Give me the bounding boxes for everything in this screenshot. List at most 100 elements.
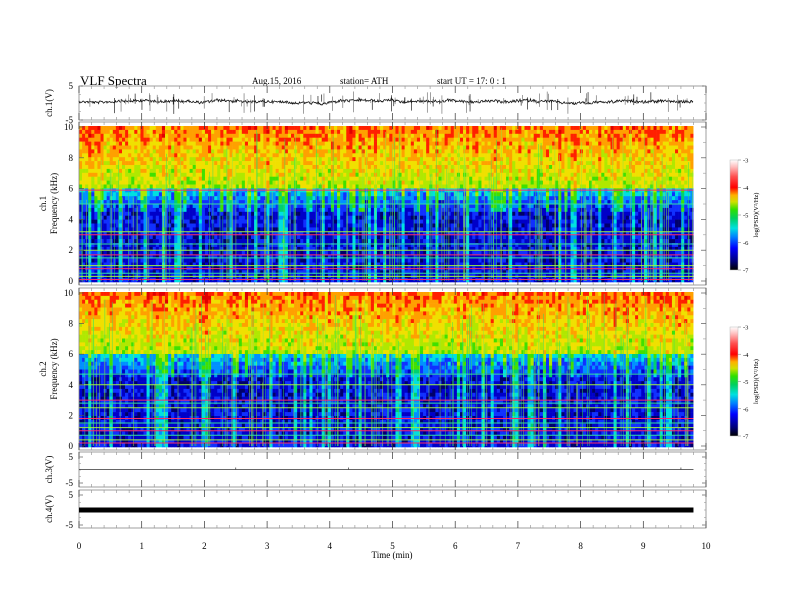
heatmap-cell	[290, 145, 295, 150]
heatmap-cell	[272, 231, 276, 236]
heatmap-cell	[355, 227, 359, 232]
heatmap-cell	[109, 141, 114, 146]
heatmap-cell	[278, 137, 283, 142]
heatmap-cell	[177, 153, 181, 158]
heatmap-cell	[201, 211, 206, 216]
heatmap-cell	[198, 231, 203, 236]
heatmap-cell	[358, 137, 362, 142]
heatmap-cell	[155, 215, 160, 220]
heatmap-cell	[171, 215, 175, 220]
heatmap-cell	[241, 161, 246, 166]
heatmap-cell	[401, 165, 405, 170]
heatmap-cell	[229, 168, 233, 174]
heatmap-cell	[352, 207, 356, 213]
heatmap-cell	[217, 239, 221, 244]
heatmap-cell	[235, 258, 240, 263]
heatmap-cell	[401, 176, 405, 181]
heatmap-cell	[152, 180, 157, 185]
heatmap-cell	[146, 200, 150, 205]
heatmap-cell	[257, 246, 261, 252]
heatmap-cell	[435, 176, 439, 181]
heatmap-cell	[287, 180, 292, 185]
heatmap-cell	[272, 258, 276, 263]
heatmap-cell	[241, 231, 246, 236]
heatmap-cell	[211, 137, 215, 142]
heatmap-cell	[287, 211, 292, 216]
heatmap-cell	[214, 200, 218, 205]
heatmap-cell	[88, 176, 92, 181]
heatmap-cell	[85, 235, 89, 240]
heatmap-cell	[217, 192, 221, 197]
heatmap-cell	[426, 250, 430, 255]
heatmap-cell	[257, 250, 261, 255]
heatmap-cell	[318, 157, 323, 162]
heatmap-cell	[149, 184, 154, 189]
heatmap-cell	[260, 172, 264, 177]
heatmap-cell	[103, 137, 107, 142]
heatmap-cell	[229, 161, 233, 166]
heatmap-cell	[438, 250, 442, 255]
heatmap-cell	[269, 270, 273, 275]
heatmap-cell	[438, 200, 442, 205]
heatmap-cell	[195, 258, 200, 263]
heatmap-cell	[330, 172, 335, 177]
heatmap-cell	[140, 219, 144, 224]
heatmap-cell	[404, 250, 409, 255]
heatmap-cell	[312, 215, 316, 220]
heatmap-cell	[334, 129, 338, 135]
heatmap-cell	[232, 192, 236, 197]
heatmap-cell	[125, 129, 129, 135]
heatmap-cell	[297, 223, 301, 228]
heatmap-cell	[174, 157, 178, 162]
heatmap-cell	[97, 192, 101, 197]
heatmap-cell	[85, 254, 89, 259]
heatmap-cell	[306, 250, 310, 255]
heatmap-cell	[85, 184, 89, 189]
heatmap-cell	[410, 165, 415, 170]
heatmap-cell	[281, 176, 286, 181]
heatmap-cell	[343, 141, 347, 146]
heatmap-cell	[352, 176, 356, 181]
heatmap-cell	[404, 161, 409, 166]
heatmap-cell	[217, 126, 221, 131]
heatmap-cell	[290, 258, 295, 263]
heatmap-cell	[97, 126, 101, 131]
heatmap-cell	[143, 211, 147, 216]
heatmap-cell	[85, 172, 89, 177]
heatmap-cell	[149, 219, 154, 224]
heatmap-cell	[358, 250, 362, 255]
heatmap-cell	[423, 270, 427, 275]
heatmap-cell	[423, 239, 427, 244]
heatmap-cell	[377, 153, 381, 158]
heatmap-cell	[217, 184, 221, 189]
heatmap-cell	[410, 243, 415, 248]
heatmap-cell	[186, 207, 190, 213]
heatmap-cell	[201, 126, 206, 131]
heatmap-cell	[204, 270, 209, 275]
heatmap-cell	[420, 258, 424, 263]
heatmap-cell	[115, 211, 120, 216]
heatmap-cell	[438, 207, 442, 213]
heatmap-cell	[217, 161, 221, 166]
heatmap-cell	[420, 161, 424, 166]
heatmap-cell	[122, 184, 126, 189]
heatmap-cell	[149, 250, 154, 255]
heatmap-cell	[260, 129, 264, 135]
heatmap-cell	[115, 243, 120, 248]
heatmap-cell	[211, 126, 215, 131]
heatmap-cell	[429, 258, 433, 263]
heatmap-cell	[134, 168, 138, 174]
heatmap-cell	[195, 262, 200, 267]
heatmap-cell	[416, 196, 421, 201]
heatmap-cell	[143, 239, 147, 244]
heatmap-cell	[260, 254, 264, 259]
heatmap-cell	[171, 250, 175, 255]
heatmap-cell	[143, 278, 147, 283]
heatmap-cell	[146, 196, 150, 201]
heatmap-cell	[91, 192, 95, 197]
heatmap-cell	[198, 184, 203, 189]
heatmap-cell	[149, 254, 154, 259]
heatmap-cell	[330, 258, 335, 263]
heatmap-cell	[340, 239, 344, 244]
heatmap-cell	[398, 172, 402, 177]
